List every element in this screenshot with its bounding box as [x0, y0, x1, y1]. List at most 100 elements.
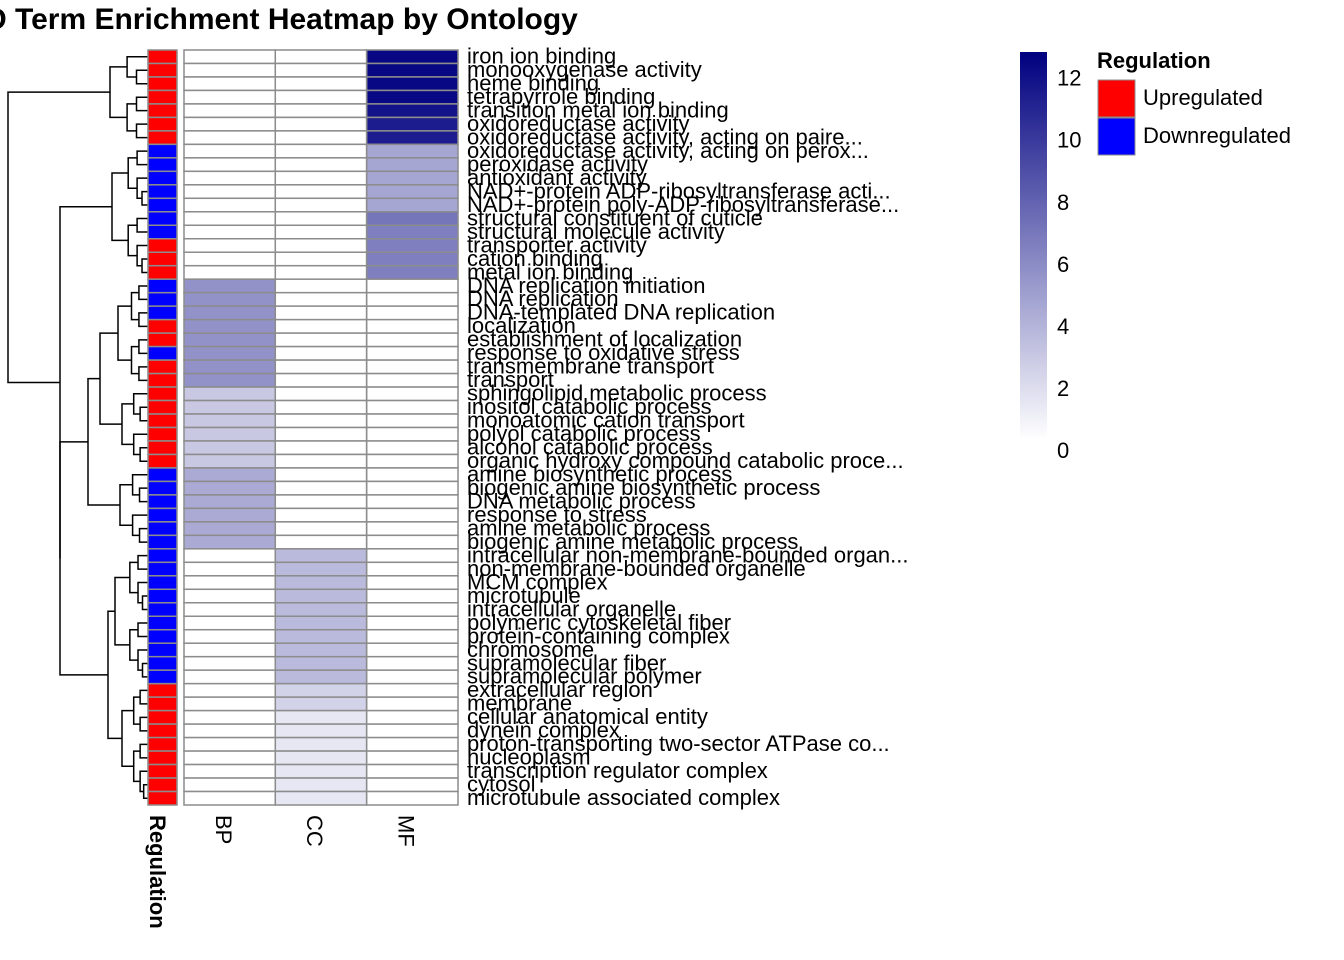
- annotation-cell: [147, 345, 178, 361]
- heat-cell: [274, 89, 368, 105]
- row-label: organic hydroxy compound catabolic proce…: [467, 448, 904, 473]
- heat-cell: [183, 89, 277, 105]
- heat-cell: [274, 238, 368, 253]
- dendrogram-branch: [121, 709, 134, 767]
- row-label: supramolecular fiber: [467, 650, 666, 675]
- heat-cell: [183, 413, 277, 429]
- row-label: DNA-templated DNA replication: [467, 300, 775, 325]
- heat-cell: [183, 548, 277, 564]
- dendrogram-branch: [141, 258, 148, 274]
- annotation-cell: [147, 709, 178, 725]
- heat-cell: [365, 251, 459, 267]
- row-label: chromosome: [467, 637, 594, 662]
- row-label: oxidoreductase activity, acting on paire…: [467, 124, 863, 149]
- heat-cell: [365, 750, 459, 766]
- heat-cell: [274, 588, 368, 604]
- dendrogram-branch: [59, 441, 108, 676]
- column-label: BP: [211, 815, 236, 844]
- row-label: sphingolipid metabolic process: [467, 381, 767, 406]
- heat-cell: [365, 116, 459, 132]
- row-label: NAD+-protein ADP-ribosyltransferase acti…: [467, 178, 891, 203]
- annotation-cell: [147, 386, 178, 402]
- heat-cell: [183, 359, 277, 375]
- heat-cell: [365, 682, 459, 698]
- dendrogram-branch: [131, 514, 148, 537]
- heat-cell: [183, 777, 277, 793]
- dendrogram-branch: [129, 561, 139, 594]
- dendrogram-branch: [137, 622, 148, 638]
- dendrogram-branch: [119, 484, 133, 526]
- heat-cell: [183, 224, 277, 240]
- row-label: intracellular organelle: [467, 596, 676, 621]
- row-label: structural constituent of cuticle: [467, 205, 763, 230]
- row-label: iron ion binding: [467, 44, 616, 69]
- dendrogram-branch: [139, 446, 148, 462]
- heat-cell: [274, 76, 368, 92]
- heat-cell: [365, 197, 459, 213]
- heat-cell: [365, 305, 459, 321]
- legend-label: Upregulated: [1143, 85, 1263, 110]
- row-label: oxidoreductase activity, acting on perox…: [467, 138, 869, 163]
- chart-title: GO Term Enrichment Heatmap by Ontology: [0, 3, 578, 36]
- row-label: localization: [467, 313, 576, 338]
- dendrogram-branch: [139, 716, 148, 732]
- annotation-cell: [147, 682, 178, 698]
- annotation-cell: [147, 238, 178, 253]
- heat-cell: [274, 224, 368, 240]
- row-label: DNA replication initiation: [467, 273, 705, 298]
- heat-cell: [274, 305, 368, 321]
- row-label: transmembrane transport: [467, 354, 714, 379]
- dendrogram-branch: [117, 305, 132, 361]
- heat-cell: [365, 480, 459, 496]
- heat-cell: [365, 62, 459, 78]
- row-label: oxidoreductase activity: [467, 111, 690, 136]
- heat-cell: [365, 669, 459, 685]
- heat-cell: [274, 736, 368, 752]
- annotation-cell: [147, 197, 178, 213]
- heat-cell: [274, 467, 368, 483]
- dendrogram-branch: [136, 150, 148, 166]
- annotation-cell: [147, 790, 178, 806]
- heat-cell: [274, 332, 368, 348]
- heat-cell: [274, 103, 368, 119]
- annotation-cell: [147, 170, 178, 186]
- heat-cell: [183, 278, 277, 294]
- heat-cell: [365, 628, 459, 644]
- heat-cell: [183, 264, 277, 280]
- dendrogram-branch: [138, 339, 148, 355]
- heat-cell: [365, 318, 459, 334]
- heat-cell: [183, 723, 277, 739]
- row-label: transcription regulator complex: [467, 758, 768, 783]
- dendrogram-branch: [139, 406, 148, 422]
- heat-cell: [183, 399, 277, 415]
- heat-cell: [365, 89, 459, 105]
- annotation-cell: [147, 413, 178, 429]
- annotation-cell: [147, 723, 178, 739]
- heat-cell: [274, 359, 368, 375]
- heat-cell: [365, 763, 459, 779]
- heat-cell: [365, 291, 459, 307]
- heat-cell: [274, 453, 368, 469]
- heat-cell: [365, 76, 459, 92]
- annotation-cell: [147, 264, 178, 280]
- dendrogram-branch: [138, 312, 148, 328]
- row-label: amine metabolic process: [467, 515, 710, 540]
- row-label: microtubule associated complex: [467, 785, 780, 810]
- annotation-cell: [147, 130, 178, 146]
- heat-cell: [183, 736, 277, 752]
- row-label: tetrapyrrole binding: [467, 84, 655, 109]
- heat-cell: [183, 372, 277, 388]
- heat-cell: [183, 534, 277, 550]
- heat-cell: [365, 615, 459, 631]
- row-label: membrane: [467, 691, 572, 716]
- row-label: alcohol catabolic process: [467, 435, 713, 460]
- heat-cell: [274, 750, 368, 766]
- dendrogram: [7, 55, 148, 800]
- heat-cell: [365, 332, 459, 348]
- dendrogram-branch: [132, 750, 141, 783]
- colorbar-tick-label: 4: [1057, 314, 1069, 339]
- annotation-cell: [147, 291, 178, 307]
- dendrogram-branch: [138, 366, 148, 382]
- heat-cell: [365, 723, 459, 739]
- annotation-cell: [147, 399, 178, 415]
